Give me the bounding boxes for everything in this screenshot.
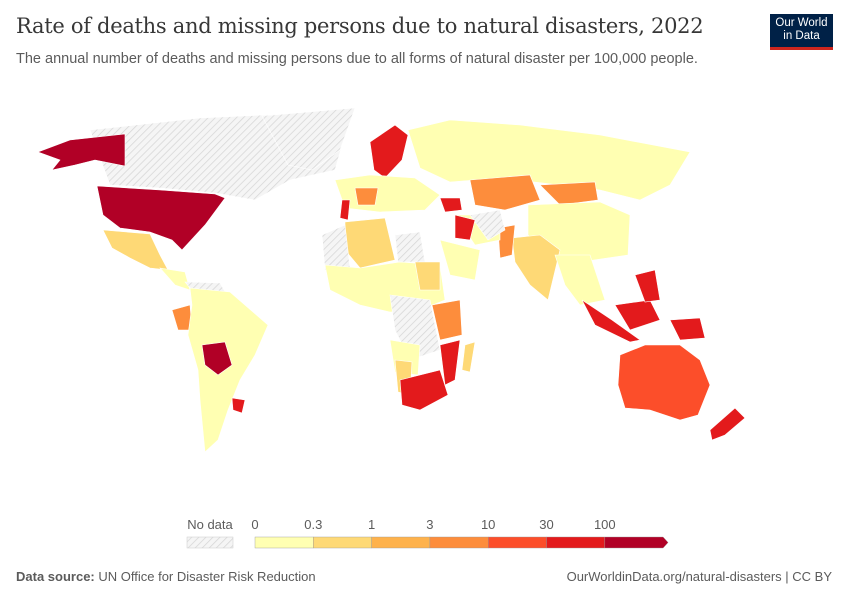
country-shape[interactable] bbox=[634, 269, 661, 303]
country-shape[interactable] bbox=[399, 369, 449, 411]
country-shape[interactable] bbox=[581, 299, 641, 343]
country-shape[interactable] bbox=[414, 261, 441, 291]
country-shape[interactable] bbox=[231, 397, 246, 414]
country-shape[interactable] bbox=[344, 217, 396, 269]
source-label: Data source: bbox=[16, 569, 95, 584]
country-shape[interactable] bbox=[469, 174, 541, 211]
country-shape[interactable] bbox=[439, 197, 463, 213]
country-shape[interactable] bbox=[511, 234, 561, 301]
owid-logo[interactable]: Our World in Data bbox=[770, 14, 833, 50]
country-shape[interactable] bbox=[354, 187, 379, 206]
country-shape[interactable] bbox=[709, 407, 746, 441]
country-shape[interactable] bbox=[539, 181, 599, 206]
country-no-data[interactable] bbox=[394, 231, 426, 263]
country-shape[interactable] bbox=[159, 267, 191, 291]
country-shape[interactable] bbox=[614, 299, 661, 331]
country-shape[interactable] bbox=[334, 174, 441, 213]
country-no-data[interactable] bbox=[321, 224, 351, 271]
source-url[interactable]: OurWorldinData.org/natural-disasters | C… bbox=[566, 569, 832, 584]
country-shape[interactable] bbox=[201, 341, 233, 376]
legend-bin-swatch[interactable] bbox=[604, 536, 669, 549]
country-no-data[interactable] bbox=[261, 107, 356, 171]
legend-tick-label: 10 bbox=[481, 517, 495, 532]
legend-bin-swatch[interactable] bbox=[488, 536, 547, 549]
country-shape[interactable] bbox=[96, 185, 226, 251]
legend-bin-swatch[interactable] bbox=[254, 536, 314, 549]
country-shape[interactable] bbox=[461, 341, 476, 373]
country-shape[interactable] bbox=[369, 124, 409, 179]
country-shape[interactable] bbox=[617, 344, 711, 421]
legend-no-data-swatch bbox=[186, 536, 234, 549]
legend-no-data-label: No data bbox=[187, 517, 233, 532]
legend-bin-swatch[interactable] bbox=[546, 536, 605, 549]
country-shape[interactable] bbox=[454, 214, 476, 241]
country-shape[interactable] bbox=[439, 339, 461, 386]
source-text: UN Office for Disaster Risk Reduction bbox=[98, 569, 316, 584]
chart-subtitle: The annual number of deaths and missing … bbox=[16, 51, 698, 67]
country-shape[interactable] bbox=[187, 287, 269, 453]
country-shape[interactable] bbox=[102, 229, 169, 271]
legend-bin-swatch[interactable] bbox=[429, 536, 489, 549]
country-shape[interactable] bbox=[497, 224, 516, 259]
chart-title: Rate of deaths and missing persons due t… bbox=[16, 14, 704, 38]
legend-tick-label: 0.3 bbox=[304, 517, 322, 532]
legend-bin-swatch[interactable] bbox=[313, 536, 372, 549]
legend-tick-label: 1 bbox=[368, 517, 375, 532]
legend-tick-label: 0 bbox=[251, 517, 258, 532]
legend-tick-label: 100 bbox=[594, 517, 616, 532]
legend-bin-swatch[interactable] bbox=[371, 536, 431, 549]
country-shape[interactable] bbox=[339, 199, 351, 221]
country-shape[interactable] bbox=[407, 119, 691, 201]
data-source: Data source: UN Office for Disaster Risk… bbox=[16, 569, 316, 584]
world-map[interactable] bbox=[0, 100, 850, 500]
legend-tick-label: 30 bbox=[539, 517, 553, 532]
country-shape[interactable] bbox=[669, 317, 706, 341]
country-shape[interactable] bbox=[439, 239, 481, 281]
country-shape[interactable] bbox=[37, 133, 126, 171]
legend-tick-label: 3 bbox=[426, 517, 433, 532]
country-shape[interactable] bbox=[554, 254, 606, 306]
country-no-data[interactable] bbox=[469, 209, 506, 241]
country-shape[interactable] bbox=[431, 299, 463, 341]
